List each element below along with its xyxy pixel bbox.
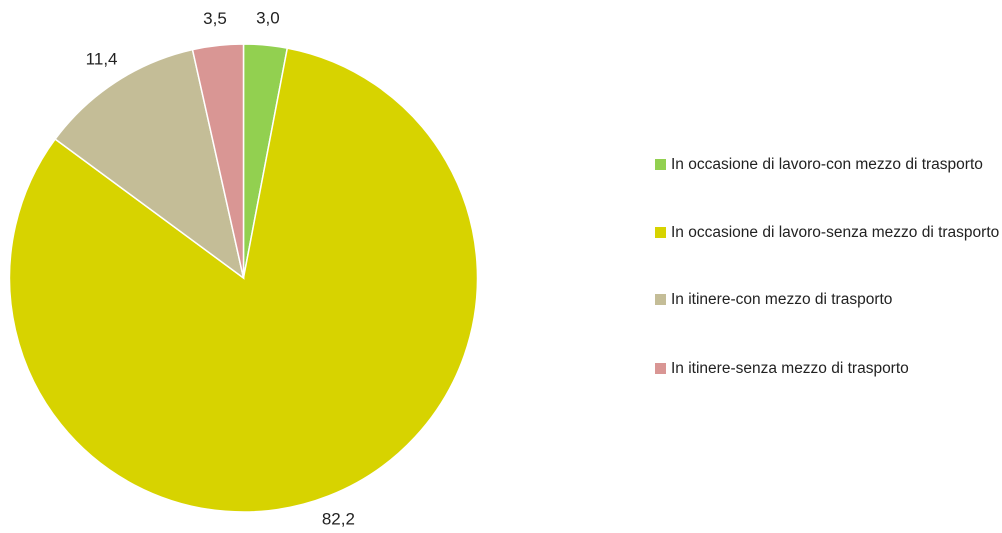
pie-data-labels: 3,0 82,2 11,4 3,5 (86, 9, 355, 529)
pie-slice-lavoro-senza-mezzo (8, 47, 479, 513)
legend-item-lavoro-con-mezzo: In occasione di lavoro-con mezzo di tras… (655, 153, 1000, 176)
legend-swatch-itinere-con-mezzo (655, 294, 666, 305)
data-label-itinere-senza-mezzo: 3,5 (203, 9, 227, 28)
data-label-itinere-con-mezzo: 11,4 (86, 50, 118, 69)
pie-slices (8, 43, 479, 513)
legend-label-lavoro-senza-mezzo: In occasione di lavoro-senza mezzo di tr… (671, 224, 1000, 241)
pie-slice-itinere-senza-mezzo (191, 43, 245, 279)
legend-item-itinere-senza-mezzo: In itinere-senza mezzo di trasporto (655, 357, 1000, 380)
legend-item-lavoro-senza-mezzo: In occasione di lavoro-senza mezzo di tr… (655, 221, 1000, 244)
data-label-lavoro-con-mezzo: 3,0 (256, 9, 280, 28)
legend-swatch-itinere-senza-mezzo (655, 363, 666, 374)
legend-label-lavoro-con-mezzo: In occasione di lavoro-con mezzo di tras… (671, 156, 983, 173)
legend-label-itinere-senza-mezzo: In itinere-senza mezzo di trasporto (671, 360, 909, 377)
legend-swatch-lavoro-senza-mezzo (655, 227, 666, 238)
pie-slice-itinere-con-mezzo (54, 48, 245, 280)
legend-swatch-lavoro-con-mezzo (655, 159, 666, 170)
data-label-lavoro-senza-mezzo: 82,2 (322, 510, 355, 529)
legend-item-itinere-con-mezzo: In itinere-con mezzo di trasporto (655, 288, 1000, 311)
legend-label-itinere-con-mezzo: In itinere-con mezzo di trasporto (671, 291, 893, 308)
